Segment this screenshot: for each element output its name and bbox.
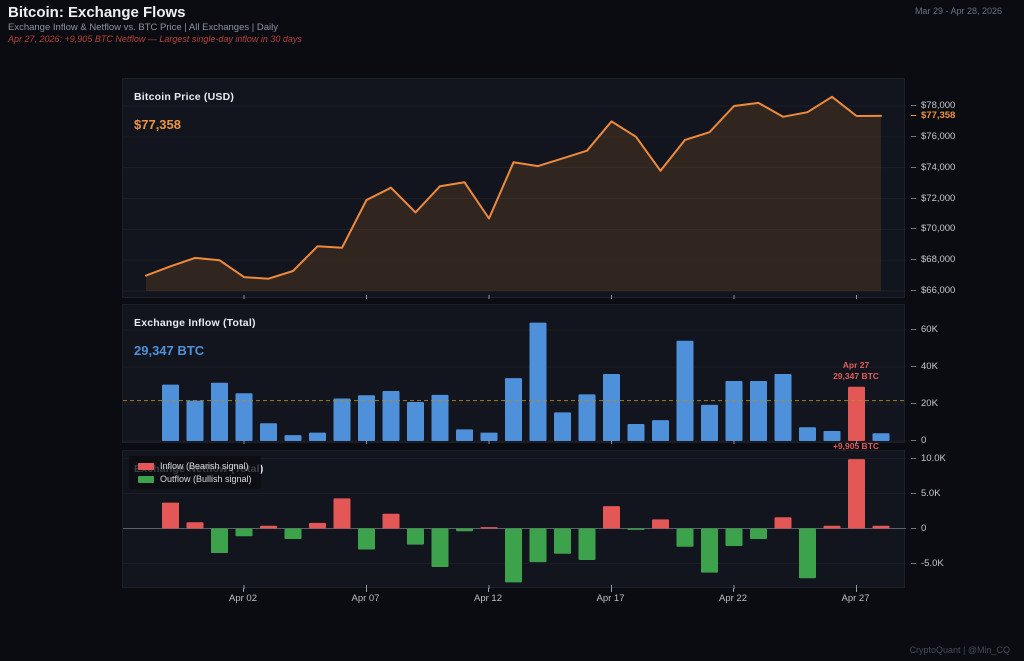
price-panel: Bitcoin Price (USD) $77,358 $78,000 $76,0… [122, 78, 955, 299]
legend-item-outflow[interactable]: Outflow (Bullish signal) [138, 474, 252, 484]
inflow-bar-chart[interactable] [123, 305, 906, 444]
header-alert-annotation: Apr 27, 2026: +9,905 BTC Netflow — Large… [8, 34, 302, 44]
current-price-label: $77,358 [911, 110, 955, 121]
y-tick-label: 5.0K [911, 488, 941, 499]
inflow-legend-swatch-icon [138, 462, 154, 470]
x-axis-tick [243, 588, 244, 592]
inflow-panel: Exchange Inflow (Total) 29,347 BTC Apr 2… [122, 304, 938, 446]
x-axis-tick [855, 588, 857, 592]
netflow-legend: Inflow (Bearish signal) Outflow (Bullish… [129, 456, 261, 489]
y-tick-label: 40K [911, 361, 938, 372]
page-title: Bitcoin: Exchange Flows [8, 4, 186, 21]
inflow-current-value: 29,347 BTC [134, 343, 205, 358]
netflow-y-axis: 10.0K 5.0K 0 -5.0K [911, 451, 1024, 587]
legend-label-outflow: Outflow (Bullish signal) [160, 474, 252, 484]
date-range: Mar 29 - Apr 28, 2026 [914, 6, 1002, 16]
y-tick-label: $74,000 [911, 162, 955, 173]
y-tick-label: 60K [911, 324, 938, 335]
price-current-value: $77,358 [134, 117, 181, 132]
netflow-bar-chart[interactable] [123, 451, 906, 589]
x-axis-tick [610, 588, 612, 592]
x-axis-label: Apr 17 [596, 593, 625, 604]
inflow-annotation-value: 29,347 BTC [833, 371, 879, 382]
inflow-panel-title: Exchange Inflow (Total) [134, 317, 256, 329]
x-axis-tick [365, 588, 367, 592]
y-tick-label: 20K [911, 398, 938, 409]
x-axis-label: Apr 07 [351, 593, 380, 604]
y-tick-label: $70,000 [911, 223, 955, 234]
inflow-y-axis: 60K 40K 20K 0 [911, 305, 1024, 446]
price-panel-title: Bitcoin Price (USD) [134, 91, 235, 103]
footer-credit: CryptoQuant | @Min_CQ [909, 645, 1010, 655]
y-tick-label: 0 [911, 435, 926, 446]
x-axis-label: Apr 02 [229, 593, 257, 604]
y-tick-label: $66,000 [911, 285, 955, 296]
y-tick-label: $78,000 [911, 100, 955, 111]
inflow-annotation-date: Apr 27 [842, 360, 870, 370]
outflow-legend-swatch-icon [138, 475, 154, 483]
y-tick-label: 10.0K [911, 453, 946, 464]
y-tick-label: 0 [911, 523, 926, 534]
x-axis-label: Apr 12 [474, 593, 502, 604]
x-axis-tick [488, 588, 489, 592]
legend-label-inflow: Inflow (Bearish signal) [160, 461, 249, 471]
page-subtitle: Exchange Inflow & Netflow vs. BTC Price … [8, 22, 278, 33]
price-line-chart[interactable] [123, 79, 906, 299]
y-tick-label: $72,000 [911, 193, 955, 204]
y-tick-label: $68,000 [911, 254, 955, 265]
y-tick-label: $76,000 [911, 131, 955, 142]
y-tick-label: -5.0K [911, 558, 944, 569]
netflow-highlight-annotation: +9,905 BTC [832, 441, 880, 451]
x-axis-label: Apr 27 [841, 593, 870, 604]
legend-item-inflow[interactable]: Inflow (Bearish signal) [138, 461, 252, 471]
netflow-panel: Exchange Netflow (Total) Inflow (Bearish… [122, 450, 946, 589]
inflow-highlight-annotation: Apr 27 29,347 BTC [806, 360, 906, 382]
x-axis-tick [733, 588, 734, 592]
price-y-axis: $78,000 $76,000 $74,000 $72,000 $70,000 $68,0… [911, 79, 1024, 297]
x-axis-label: Apr 22 [719, 593, 747, 604]
